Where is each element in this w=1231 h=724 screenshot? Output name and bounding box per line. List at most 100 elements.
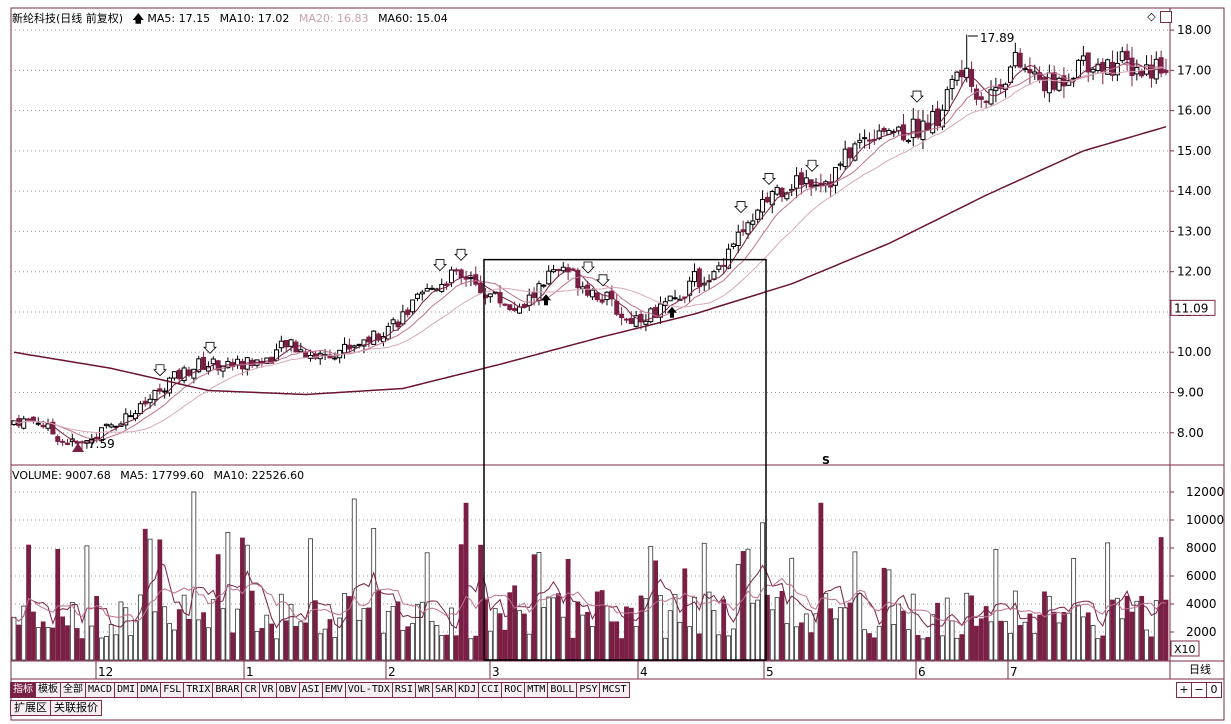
candle-body	[376, 333, 382, 341]
volume-bar	[167, 623, 172, 661]
candle-body	[594, 292, 600, 301]
tab-wr[interactable]: WR	[415, 682, 434, 698]
tab-emv[interactable]: EMV	[322, 682, 346, 698]
candle-body	[721, 264, 727, 267]
volume-bar	[794, 626, 799, 661]
volume-bar	[823, 593, 829, 661]
volume-bar	[658, 595, 663, 661]
candle-body	[988, 89, 994, 105]
tab-trix[interactable]: TRIX	[184, 682, 214, 698]
candle-body	[1163, 70, 1169, 73]
tab-brar[interactable]: BRAR	[213, 682, 243, 698]
candle-body	[444, 283, 450, 287]
volume-bar	[1100, 635, 1106, 661]
tab-dmi[interactable]: DMI	[115, 682, 139, 698]
tab-sar[interactable]: SAR	[433, 682, 457, 698]
volume-bar	[381, 632, 386, 661]
candle-body	[628, 318, 634, 324]
tab-mtm[interactable]: MTM	[525, 682, 549, 698]
tab-mcst[interactable]: MCST	[600, 682, 630, 698]
volume-bar	[429, 620, 435, 661]
volume-ma10-label: MA10: 22526.60	[213, 469, 305, 482]
volume-bar	[74, 628, 80, 661]
window-toggle-icon[interactable]	[1160, 11, 1172, 23]
down-arrow-icon	[910, 90, 924, 103]
volume-bar	[60, 616, 66, 661]
volume-bar	[157, 539, 163, 661]
indicator-tab-bar: 指标 模板 全部 MACD DMI DMA FSL TRIX BRAR CR VR OBV ASI EMV…	[10, 682, 630, 698]
tab-vol-tdx[interactable]: VOL-TDX	[345, 682, 393, 698]
ma60-label: MA60: 15.04	[378, 12, 448, 25]
tab-kdj[interactable]: KDJ	[456, 682, 480, 698]
tab-asi[interactable]: ASI	[299, 682, 323, 698]
volume-bar	[50, 627, 56, 661]
volume-bar	[128, 635, 134, 661]
zoom-in-button[interactable]: +	[1176, 682, 1192, 698]
volume-bar	[235, 608, 240, 661]
candle-body	[1158, 57, 1164, 74]
tab-obv[interactable]: OBV	[276, 682, 300, 698]
tab-fsl[interactable]: FSL	[161, 682, 185, 698]
tab-rsi[interactable]: RSI	[392, 682, 416, 698]
candle-body	[672, 297, 678, 300]
volume-bar	[1042, 591, 1047, 661]
candle-body	[157, 388, 163, 392]
volume-bar	[867, 633, 872, 661]
volume-bar	[1037, 614, 1043, 661]
volume-bar	[21, 605, 27, 661]
volume-bar	[1095, 638, 1101, 661]
zoom-out-button[interactable]: −	[1192, 682, 1207, 698]
candle-body	[98, 427, 104, 442]
candle-body	[1124, 50, 1130, 60]
candle-body	[453, 269, 459, 272]
tab-all[interactable]: 全部	[61, 682, 86, 698]
candle-body	[517, 306, 523, 314]
candle-body	[176, 369, 182, 380]
tab-boll[interactable]: BOLL	[548, 682, 578, 698]
volume-bar	[94, 595, 100, 661]
volume-bar	[99, 637, 104, 661]
tab-dma[interactable]: DMA	[138, 682, 162, 698]
volume-bar	[492, 608, 498, 661]
tab-vr[interactable]: VR	[259, 682, 277, 698]
volume-bar	[259, 628, 265, 661]
candle-body	[351, 345, 357, 348]
volume-bar	[162, 606, 168, 661]
tab-cr[interactable]: CR	[242, 682, 260, 698]
tab-roc[interactable]: ROC	[502, 682, 526, 698]
candle-body	[50, 421, 56, 435]
candle-body	[735, 231, 741, 246]
candle-body	[30, 416, 36, 422]
tab-extension-area[interactable]: 扩展区	[10, 700, 51, 716]
candle-body	[954, 71, 960, 81]
tab-macd[interactable]: MACD	[86, 682, 116, 698]
volume-bar	[210, 599, 216, 661]
candle-body	[745, 222, 751, 235]
tab-template[interactable]: 模板	[36, 682, 61, 698]
candle-body	[784, 192, 790, 200]
outer-frame	[10, 7, 1225, 721]
candle-body	[395, 321, 401, 328]
candle-body	[371, 330, 377, 345]
volume-bar	[818, 502, 824, 661]
reset-zoom-button[interactable]: 0	[1207, 682, 1222, 698]
candle-body	[905, 139, 911, 143]
volume-bar	[711, 610, 717, 661]
candle-body	[414, 293, 420, 299]
volume-bar	[799, 622, 804, 661]
volume-bar	[886, 569, 892, 661]
candle-body	[478, 282, 484, 294]
tab-cci[interactable]: CCI	[479, 682, 503, 698]
tab-psy[interactable]: PSY	[577, 682, 601, 698]
candle-body	[832, 167, 838, 186]
volume-bar	[803, 613, 809, 661]
tab-related-quotes[interactable]: 关联报价	[51, 700, 102, 716]
candle-body	[424, 288, 430, 292]
tab-indicator[interactable]: 指标	[10, 682, 36, 698]
volume-bar	[847, 602, 853, 661]
diamond-icon[interactable]: ◇	[1145, 10, 1158, 23]
candle-body	[521, 303, 527, 308]
volume-bar	[1012, 590, 1018, 661]
volume-bar	[896, 603, 902, 661]
